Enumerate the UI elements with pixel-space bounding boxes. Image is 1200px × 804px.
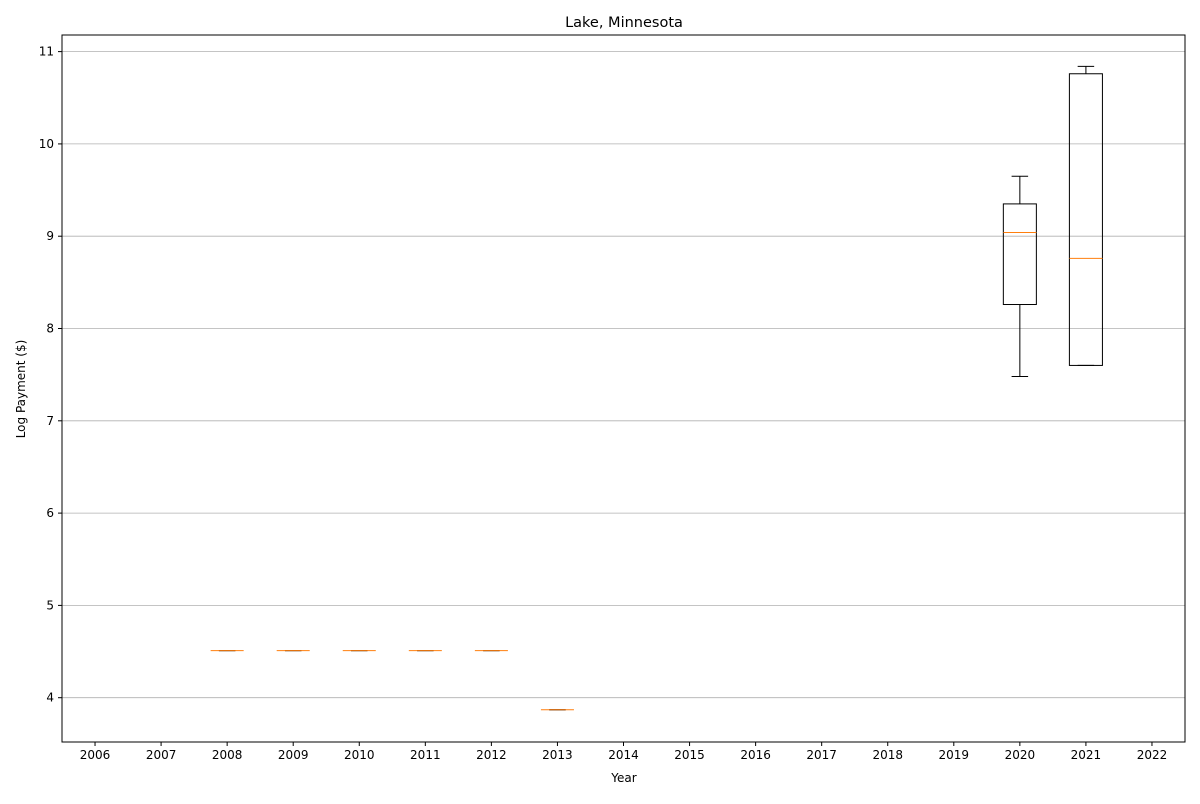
box-series: [210, 65, 1103, 711]
x-axis-label: Year: [610, 771, 636, 785]
x-tick-label: 2017: [806, 748, 837, 762]
y-tick-label: 5: [46, 598, 54, 612]
box-2021: [1068, 65, 1103, 366]
x-tick-label: 2021: [1071, 748, 1102, 762]
x-tick-label: 2022: [1137, 748, 1168, 762]
x-tick-label: 2007: [146, 748, 177, 762]
y-tick-label: 4: [46, 691, 54, 705]
grid-lines: [62, 51, 1185, 699]
y-tick-label: 7: [46, 414, 54, 428]
y-axis-ticks: 4 5 6 7 8 9 10 11: [39, 45, 62, 705]
x-tick-label: 2006: [80, 748, 111, 762]
x-tick-label: 2009: [278, 748, 309, 762]
y-tick-label: 11: [39, 45, 54, 59]
box-2020: [1002, 175, 1037, 378]
y-tick-label: 8: [46, 322, 54, 336]
x-axis-ticks: 2006 2007 2008 2009 2010 2011 2012 2013 2014 2015…: [80, 742, 1167, 762]
x-tick-label: 2014: [608, 748, 639, 762]
x-tick-label: 2016: [740, 748, 771, 762]
y-tick-label: 6: [46, 506, 54, 520]
iqr-box: [1068, 73, 1103, 366]
x-tick-label: 2011: [410, 748, 441, 762]
x-tick-label: 2018: [872, 748, 903, 762]
x-tick-label: 2008: [212, 748, 243, 762]
iqr-box: [1002, 203, 1037, 306]
x-tick-label: 2019: [939, 748, 970, 762]
chart-title: Lake, Minnesota: [565, 15, 683, 31]
x-tick-label: 2015: [674, 748, 705, 762]
y-axis-label: Log Payment ($): [14, 340, 28, 439]
x-tick-label: 2020: [1005, 748, 1036, 762]
x-tick-label: 2013: [542, 748, 573, 762]
y-tick-label: 10: [39, 137, 54, 151]
x-tick-label: 2010: [344, 748, 375, 762]
x-tick-label: 2012: [476, 748, 507, 762]
y-tick-label: 9: [46, 229, 54, 243]
